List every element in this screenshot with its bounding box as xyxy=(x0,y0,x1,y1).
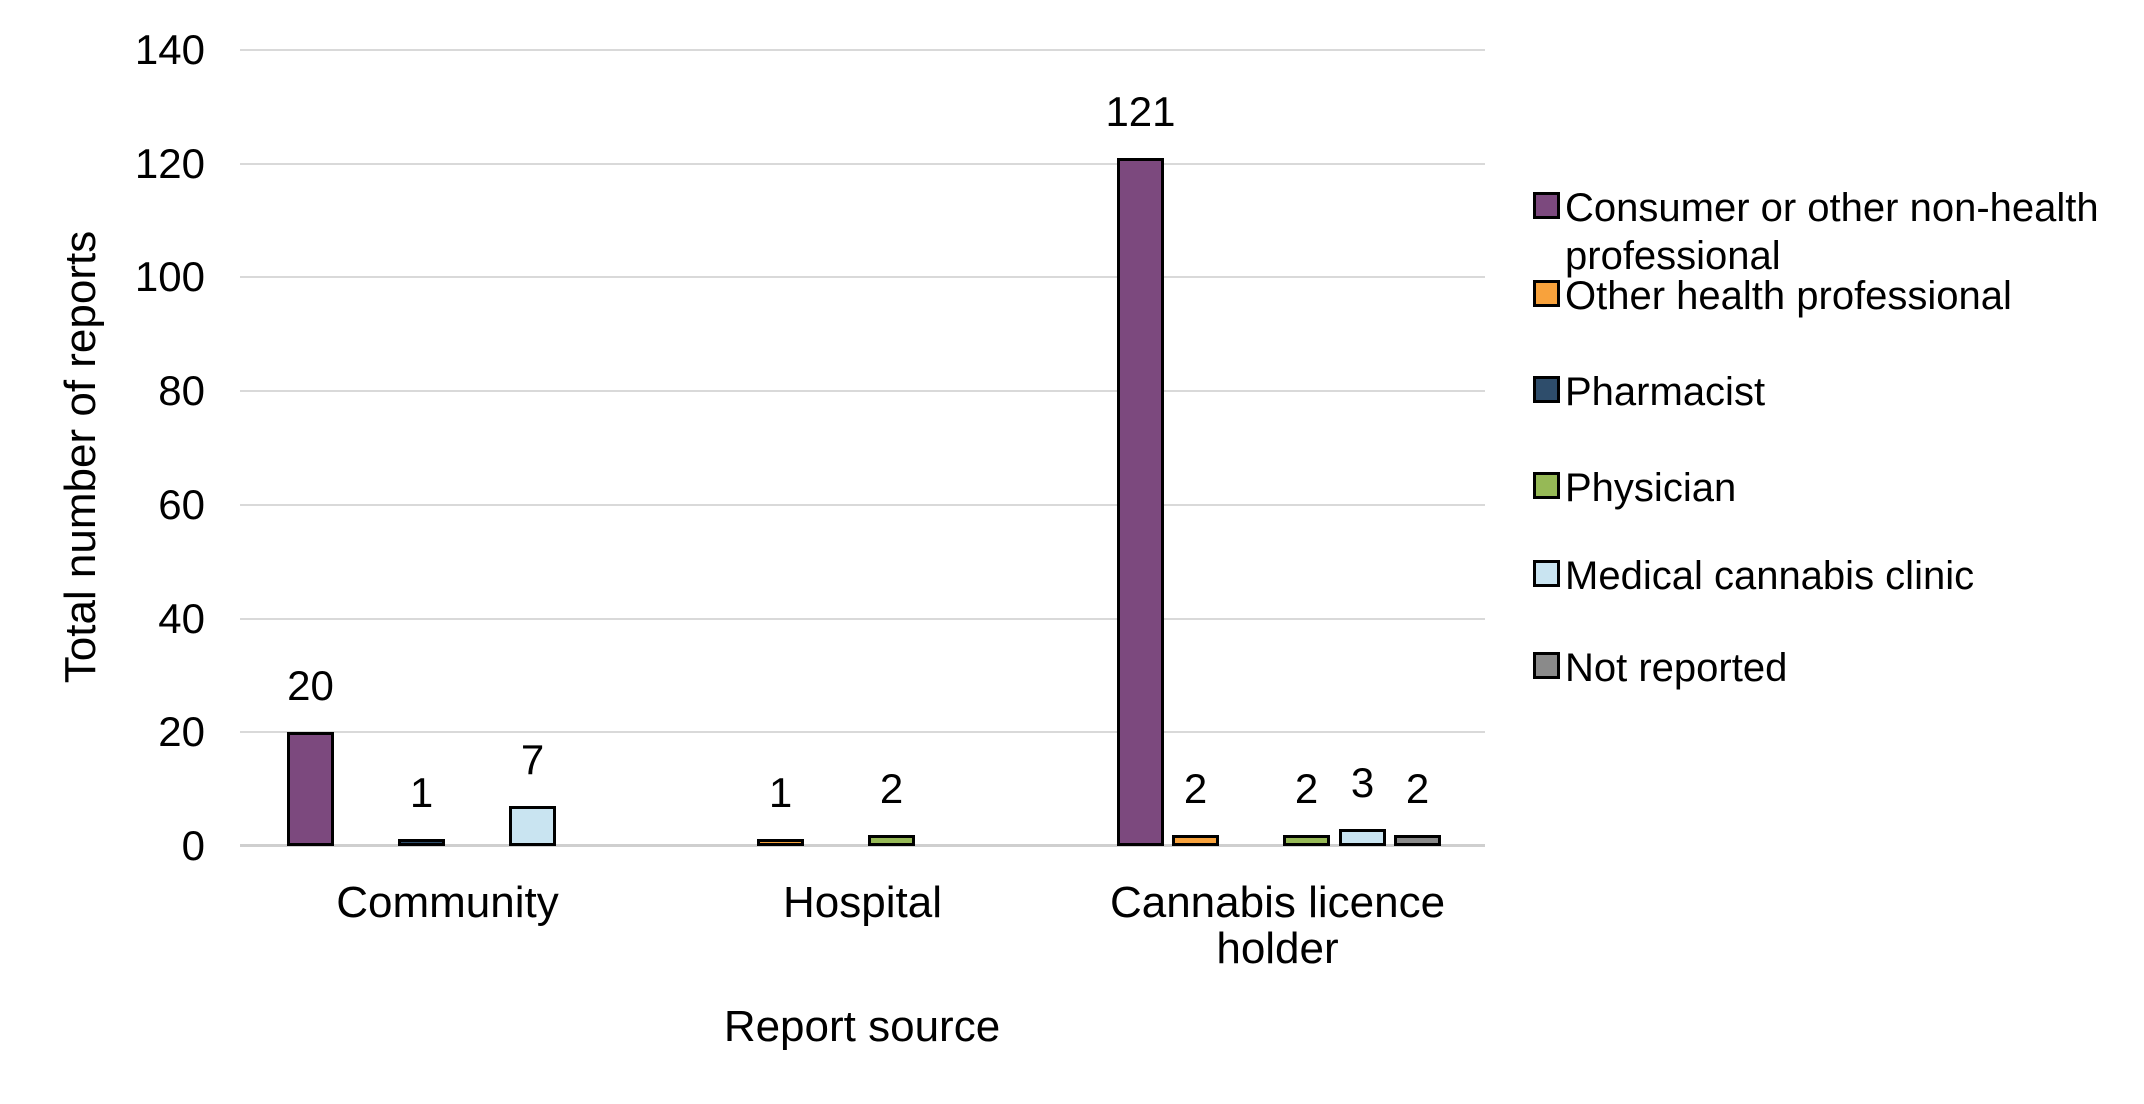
y-tick-label-100: 100 xyxy=(134,253,205,301)
gridline-y-20 xyxy=(240,731,1485,734)
bar-value-label: 1 xyxy=(768,769,793,816)
bar-value-label: 121 xyxy=(1105,88,1176,135)
x-tick-label-cannabis-licence-holder: Cannabis licence holder xyxy=(1109,878,1446,973)
y-tick-label-40: 40 xyxy=(158,594,205,642)
legend-item-physician: Physician xyxy=(1533,464,2123,512)
gridline-y-40 xyxy=(240,617,1485,620)
legend-item-pharmacist: Pharmacist xyxy=(1533,368,2123,416)
y-tick-label-80: 80 xyxy=(158,367,205,415)
bar-value-label: 7 xyxy=(520,736,545,783)
bar-cannabis-licence-holder-s5 xyxy=(1394,835,1441,846)
gridline-y-140 xyxy=(240,49,1485,51)
legend-label: Not reported xyxy=(1565,646,1788,690)
legend-swatch-icon xyxy=(1533,560,1560,587)
gridline-y-100 xyxy=(240,276,1485,279)
y-tick-label-140: 140 xyxy=(134,26,205,73)
x-axis-title: Report source xyxy=(723,1002,1001,1051)
gridline-y-80 xyxy=(240,390,1485,393)
y-tick-label-20: 20 xyxy=(158,708,205,756)
legend-label: Medical cannabis clinic xyxy=(1565,554,1975,598)
x-tick-label-community: Community xyxy=(336,878,559,927)
y-axis-title: Total number of reports xyxy=(56,230,105,684)
gridline-y-120 xyxy=(240,162,1485,165)
bar-value-label: 2 xyxy=(1183,765,1208,812)
legend-label: Other health professional xyxy=(1565,274,2012,318)
gridline-y-60 xyxy=(240,503,1485,506)
y-tick-label-0: 0 xyxy=(181,822,205,869)
bar-value-label: 2 xyxy=(1405,765,1430,812)
legend-item-other-health-professional: Other health professional xyxy=(1533,272,2123,320)
legend-item-consumer-or-other-non-health-professional: Consumer or other non-health professiona… xyxy=(1533,184,2123,280)
bar-value-label: 2 xyxy=(879,765,904,812)
legend-label: Consumer or other non-health professiona… xyxy=(1565,186,2099,278)
legend-swatch-icon xyxy=(1533,376,1560,403)
bar-value-label: 2 xyxy=(1294,765,1319,812)
legend-swatch-icon xyxy=(1533,280,1560,307)
legend-swatch-icon xyxy=(1533,472,1560,499)
bar-hospital-s3 xyxy=(868,835,915,846)
bar-community-s4 xyxy=(509,806,556,846)
x-tick-label-hospital: Hospital xyxy=(783,878,942,927)
bar-value-label: 3 xyxy=(1350,759,1375,806)
bar-cannabis-licence-holder-s4 xyxy=(1339,829,1386,846)
x-axis-line xyxy=(240,844,1485,847)
legend-label: Pharmacist xyxy=(1565,370,1766,414)
bar-value-label: 1 xyxy=(409,769,434,816)
bar-cannabis-licence-holder-s3 xyxy=(1283,835,1330,846)
bar-community-s2 xyxy=(398,839,445,846)
bar-community-s0 xyxy=(287,732,334,846)
bar-hospital-s1 xyxy=(757,839,804,846)
legend-label: Physician xyxy=(1565,466,1737,510)
bar-value-label: 20 xyxy=(287,662,334,709)
legend-swatch-icon xyxy=(1533,652,1560,679)
legend-item-medical-cannabis-clinic: Medical cannabis clinic xyxy=(1533,552,2123,600)
legend-swatch-icon xyxy=(1533,192,1560,219)
legend-item-not-reported: Not reported xyxy=(1533,644,2123,692)
y-tick-label-60: 60 xyxy=(158,480,205,528)
bar-cannabis-licence-holder-s1 xyxy=(1172,835,1219,846)
y-tick-label-120: 120 xyxy=(134,139,205,187)
bar-cannabis-licence-holder-s0 xyxy=(1117,158,1164,846)
